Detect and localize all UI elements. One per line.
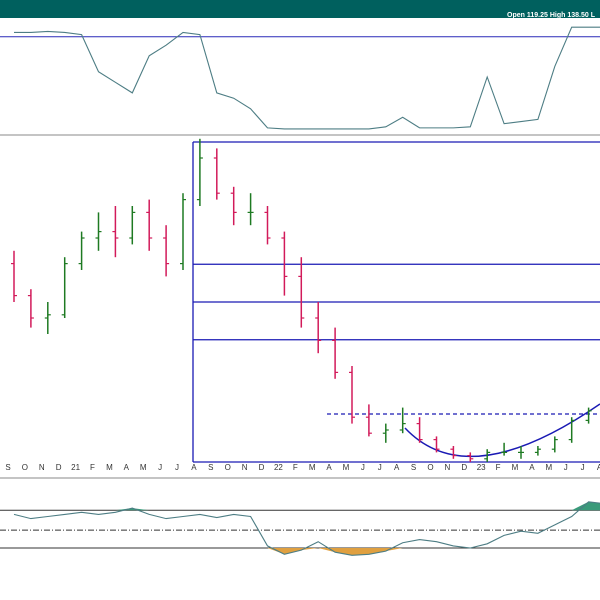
x-tick-label: A	[191, 463, 197, 472]
high-label: High	[550, 12, 566, 19]
x-tick-label: S	[5, 463, 10, 472]
x-tick-label: A	[394, 463, 400, 472]
x-tick-label: J	[581, 463, 585, 472]
x-tick-label: O	[22, 463, 28, 472]
low-label: L	[591, 12, 596, 19]
x-tick-label: M	[140, 463, 147, 472]
x-tick-label: M	[309, 463, 316, 472]
x-tick-label: A	[326, 463, 332, 472]
x-tick-label: J	[158, 463, 162, 472]
x-tick-label: 23	[477, 463, 486, 472]
open-value: 119.25	[527, 12, 548, 19]
x-tick-label: 21	[71, 463, 80, 472]
open-label: Open	[507, 12, 525, 19]
x-tick-label: M	[545, 463, 552, 472]
x-tick-label: O	[225, 463, 231, 472]
x-tick-label: D	[56, 463, 62, 472]
x-tick-label: D	[259, 463, 265, 472]
x-tick-label: 22	[274, 463, 283, 472]
x-tick-label: F	[90, 463, 95, 472]
x-tick-label: F	[293, 463, 298, 472]
x-tick-label: J	[564, 463, 568, 472]
x-tick-label: O	[427, 463, 433, 472]
x-tick-label: S	[208, 463, 213, 472]
header-quote: Open 119.25 High 138.50 L	[507, 12, 596, 19]
x-tick-label: D	[461, 463, 467, 472]
high-value: 138.50	[567, 12, 589, 19]
x-tick-label: A	[124, 463, 130, 472]
x-tick-label: N	[242, 463, 248, 472]
x-tick-label: N	[39, 463, 45, 472]
x-tick-label: J	[361, 463, 365, 472]
x-tick-label: M	[512, 463, 519, 472]
x-tick-label: F	[496, 463, 501, 472]
header-bar	[0, 0, 600, 18]
x-tick-label: A	[529, 463, 535, 472]
x-tick-label: J	[378, 463, 382, 472]
indicator-line	[14, 26, 600, 130]
low-fill	[14, 548, 600, 556]
x-tick-label: A	[597, 463, 600, 472]
indicator-line	[13, 501, 600, 556]
x-tick-label: M	[343, 463, 350, 472]
cup-arc	[404, 403, 600, 458]
x-tick-label: S	[411, 463, 416, 472]
x-tick-label: M	[106, 463, 113, 472]
high-fill	[14, 501, 600, 511]
x-tick-label: N	[445, 463, 451, 472]
x-tick-label: J	[175, 463, 179, 472]
